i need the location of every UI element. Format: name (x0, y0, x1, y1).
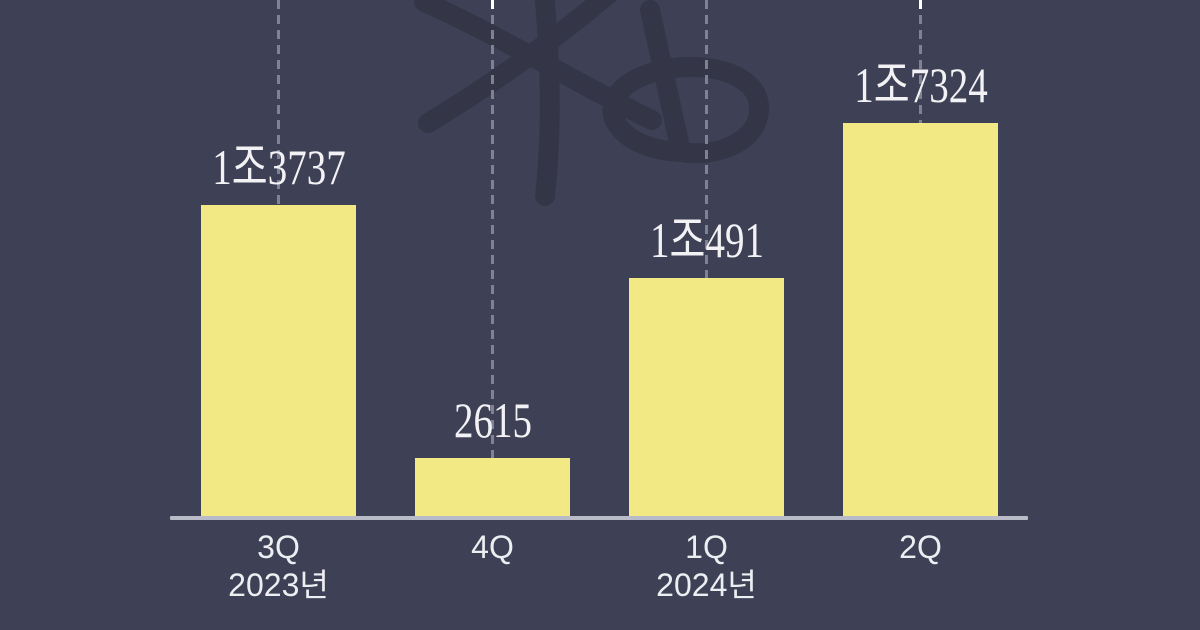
x-axis-line (170, 516, 1028, 520)
x-axis-quarter-label: 3Q (257, 529, 300, 565)
x-axis-year-label: 2023년 (228, 567, 329, 603)
x-axis-year-label: 2024년 (656, 567, 757, 603)
bar-value-label: 1조3737 (211, 139, 346, 195)
gridline-white-cap (919, 0, 922, 9)
kb-logo-stroke-vertical (534, 0, 560, 206)
kb-logo-stroke-b-bowl (602, 57, 769, 164)
x-axis-quarter-label: 1Q (685, 529, 728, 565)
bar-2q (843, 123, 998, 517)
kb-logo-stroke-b-stem (640, 0, 691, 162)
bar-value-label: 2615 (453, 392, 532, 448)
gridline-dashed (491, 0, 494, 517)
bar-1q (629, 278, 784, 517)
bar-4q (415, 458, 570, 517)
bar-value-label: 1조7324 (853, 57, 988, 113)
x-axis-quarter-label: 2Q (899, 529, 942, 565)
x-axis-quarter-label: 4Q (471, 529, 514, 565)
gridline-dashed (705, 0, 708, 517)
gridline-white-cap (491, 0, 494, 9)
kb-logo-stroke-diagonal-up (418, 0, 618, 133)
bar-3q (201, 205, 356, 517)
bar-value-label: 1조491 (649, 212, 764, 268)
